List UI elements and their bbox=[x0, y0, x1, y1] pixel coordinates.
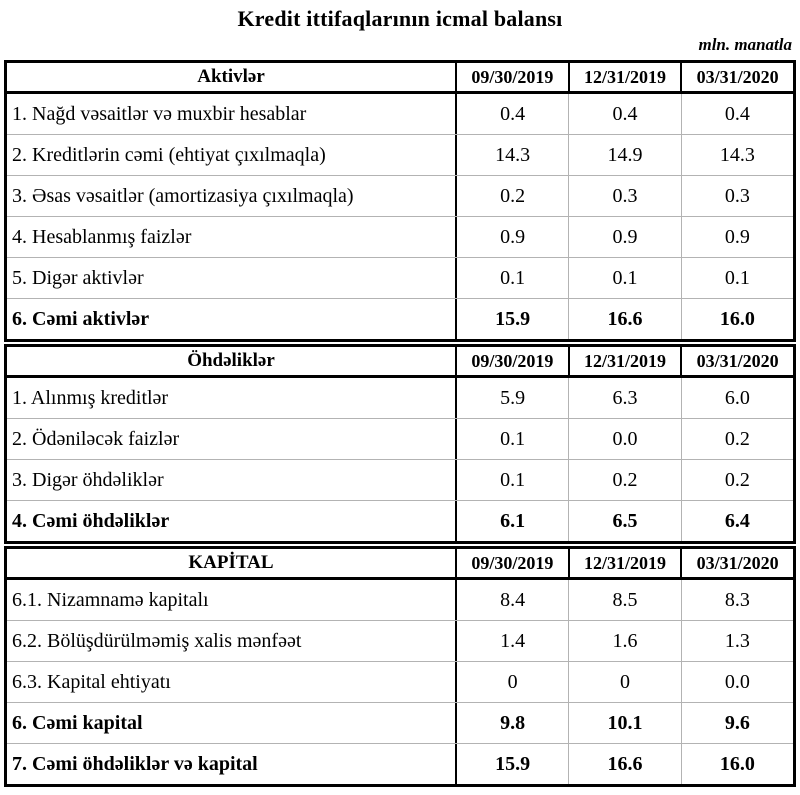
table-row: 6. Cəmi kapital 9.8 10.1 9.6 bbox=[7, 702, 793, 743]
section-header-row-kapital: KAPİTAL 09/30/2019 12/31/2019 03/31/2020 bbox=[7, 549, 793, 580]
cell-value: 0 bbox=[455, 662, 568, 702]
table-row: 1. Alınmış kreditlər 5.9 6.3 6.0 bbox=[7, 378, 793, 418]
table-row: 3. Digər öhdəliklər 0.1 0.2 0.2 bbox=[7, 459, 793, 500]
cell-value: 0.1 bbox=[455, 258, 568, 298]
table-row: 1. Nağd vəsaitlər və muxbir hesablar 0.4 0… bbox=[7, 94, 793, 134]
cell-value: 8.3 bbox=[680, 580, 793, 620]
cell-value: 0.4 bbox=[455, 94, 568, 134]
row-label: 6. Cəmi aktivlər bbox=[12, 308, 150, 330]
section-kapital: KAPİTAL 09/30/2019 12/31/2019 03/31/2020 6.1… bbox=[4, 546, 796, 787]
column-header-date-2: 03/31/2020 bbox=[680, 63, 793, 91]
column-header-date-2: 03/31/2020 bbox=[680, 549, 793, 577]
cell-value: 0.2 bbox=[455, 176, 568, 216]
cell-value: 16.0 bbox=[680, 744, 793, 784]
cell-value: 6.4 bbox=[680, 501, 793, 541]
cell-value: 1.4 bbox=[455, 621, 568, 661]
column-header-date-1: 12/31/2019 bbox=[567, 549, 681, 577]
unit-note: mln. manatla bbox=[698, 35, 792, 54]
row-label: 1. Nağd vəsaitlər və muxbir hesablar bbox=[12, 103, 307, 125]
cell-value: 6.0 bbox=[680, 378, 793, 418]
cell-value: 0.1 bbox=[455, 460, 568, 500]
row-label: 3. Digər öhdəliklər bbox=[12, 469, 164, 491]
cell-value: 14.3 bbox=[455, 135, 568, 175]
cell-value: 0.2 bbox=[680, 460, 793, 500]
row-label: 2. Kreditlərin cəmi (ehtiyat çıxılmaqla) bbox=[12, 144, 326, 166]
cell-value: 15.9 bbox=[455, 744, 568, 784]
cell-value: 0.1 bbox=[568, 258, 680, 298]
section-header-row-ohdelikler: Öhdəliklər 09/30/2019 12/31/2019 03/31/2020 bbox=[7, 347, 793, 378]
table-row: 6.3. Kapital ehtiyatı 0 0 0.0 bbox=[7, 661, 793, 702]
row-label: 3. Əsas vəsaitlər (amortizasiya çıxılmaq… bbox=[12, 185, 354, 207]
cell-value: 16.0 bbox=[680, 299, 793, 339]
table-row: 7. Cəmi öhdəliklər və kapital 15.9 16.6 16.… bbox=[7, 743, 793, 784]
table-row: 6.1. Nizamnamə kapitalı 8.4 8.5 8.3 bbox=[7, 580, 793, 620]
table-row: 6.2. Bölüşdürülməmiş xalis mənfəət 1.4 1.6… bbox=[7, 620, 793, 661]
column-header-date-0: 09/30/2019 bbox=[455, 63, 568, 91]
cell-value: 10.1 bbox=[568, 703, 680, 743]
cell-value: 14.9 bbox=[568, 135, 680, 175]
document-page: { "title": "Kredit ittifaqlarının icmal … bbox=[0, 4, 800, 795]
cell-value: 6.1 bbox=[455, 501, 568, 541]
cell-value: 8.5 bbox=[568, 580, 680, 620]
row-label: 7. Cəmi öhdəliklər və kapital bbox=[12, 753, 258, 775]
row-label: 4. Cəmi öhdəliklər bbox=[12, 510, 170, 532]
section-aktivler: Aktivlər 09/30/2019 12/31/2019 03/31/2020 1.… bbox=[4, 60, 796, 342]
cell-value: 1.6 bbox=[568, 621, 680, 661]
cell-value: 0.0 bbox=[568, 419, 680, 459]
row-label: 6.3. Kapital ehtiyatı bbox=[12, 671, 171, 693]
row-label: 5. Digər aktivlər bbox=[12, 267, 144, 289]
cell-value: 16.6 bbox=[568, 299, 680, 339]
cell-value: 14.3 bbox=[680, 135, 793, 175]
column-header-date-1: 12/31/2019 bbox=[567, 347, 681, 375]
cell-value: 0.0 bbox=[680, 662, 793, 702]
cell-value: 0.9 bbox=[455, 217, 568, 257]
cell-value: 0.4 bbox=[568, 94, 680, 134]
cell-value: 9.6 bbox=[680, 703, 793, 743]
cell-value: 6.5 bbox=[568, 501, 680, 541]
row-label: 4. Hesablanmış faizlər bbox=[12, 226, 192, 248]
table-row: 3. Əsas vəsaitlər (amortizasiya çıxılmaq… bbox=[7, 175, 793, 216]
cell-value: 0.9 bbox=[680, 217, 793, 257]
section-ohdelikler: Öhdəliklər 09/30/2019 12/31/2019 03/31/2020… bbox=[4, 344, 796, 544]
table-row: 4. Cəmi öhdəliklər 6.1 6.5 6.4 bbox=[7, 500, 793, 541]
row-label: 1. Alınmış kreditlər bbox=[12, 387, 169, 409]
cell-value: 0 bbox=[568, 662, 680, 702]
cell-value: 9.8 bbox=[455, 703, 568, 743]
section-header-kapital: KAPİTAL bbox=[188, 552, 274, 573]
page-title: Kredit ittifaqlarının icmal balansı bbox=[237, 6, 563, 31]
row-label: 2. Ödəniləcək faizlər bbox=[12, 428, 180, 450]
cell-value: 0.2 bbox=[568, 460, 680, 500]
table-row: 2. Kreditlərin cəmi (ehtiyat çıxılmaqla)… bbox=[7, 134, 793, 175]
table-row: 6. Cəmi aktivlər 15.9 16.6 16.0 bbox=[7, 298, 793, 339]
cell-value: 0.4 bbox=[680, 94, 793, 134]
cell-value: 0.1 bbox=[680, 258, 793, 298]
section-header-row-aktivler: Aktivlər 09/30/2019 12/31/2019 03/31/2020 bbox=[7, 63, 793, 94]
column-header-date-2: 03/31/2020 bbox=[680, 347, 793, 375]
table-row: 5. Digər aktivlər 0.1 0.1 0.1 bbox=[7, 257, 793, 298]
cell-value: 6.3 bbox=[568, 378, 680, 418]
table-row: 2. Ödəniləcək faizlər 0.1 0.0 0.2 bbox=[7, 418, 793, 459]
column-header-date-0: 09/30/2019 bbox=[455, 347, 568, 375]
cell-value: 0.3 bbox=[680, 176, 793, 216]
cell-value: 0.1 bbox=[455, 419, 568, 459]
cell-value: 0.2 bbox=[680, 419, 793, 459]
cell-value: 16.6 bbox=[568, 744, 680, 784]
cell-value: 0.9 bbox=[568, 217, 680, 257]
column-header-date-0: 09/30/2019 bbox=[455, 549, 568, 577]
cell-value: 1.3 bbox=[680, 621, 793, 661]
column-header-date-1: 12/31/2019 bbox=[567, 63, 681, 91]
row-label: 6.2. Bölüşdürülməmiş xalis mənfəət bbox=[12, 630, 302, 652]
cell-value: 0.3 bbox=[568, 176, 680, 216]
table-row: 4. Hesablanmış faizlər 0.9 0.9 0.9 bbox=[7, 216, 793, 257]
row-label: 6. Cəmi kapital bbox=[12, 712, 143, 734]
row-label: 6.1. Nizamnamə kapitalı bbox=[12, 589, 209, 611]
cell-value: 5.9 bbox=[455, 378, 568, 418]
section-header-ohdelikler: Öhdəliklər bbox=[187, 350, 275, 371]
section-header-aktivler: Aktivlər bbox=[197, 66, 265, 87]
balance-table: Aktivlər 09/30/2019 12/31/2019 03/31/2020 1.… bbox=[4, 60, 796, 787]
cell-value: 15.9 bbox=[455, 299, 568, 339]
cell-value: 8.4 bbox=[455, 580, 568, 620]
